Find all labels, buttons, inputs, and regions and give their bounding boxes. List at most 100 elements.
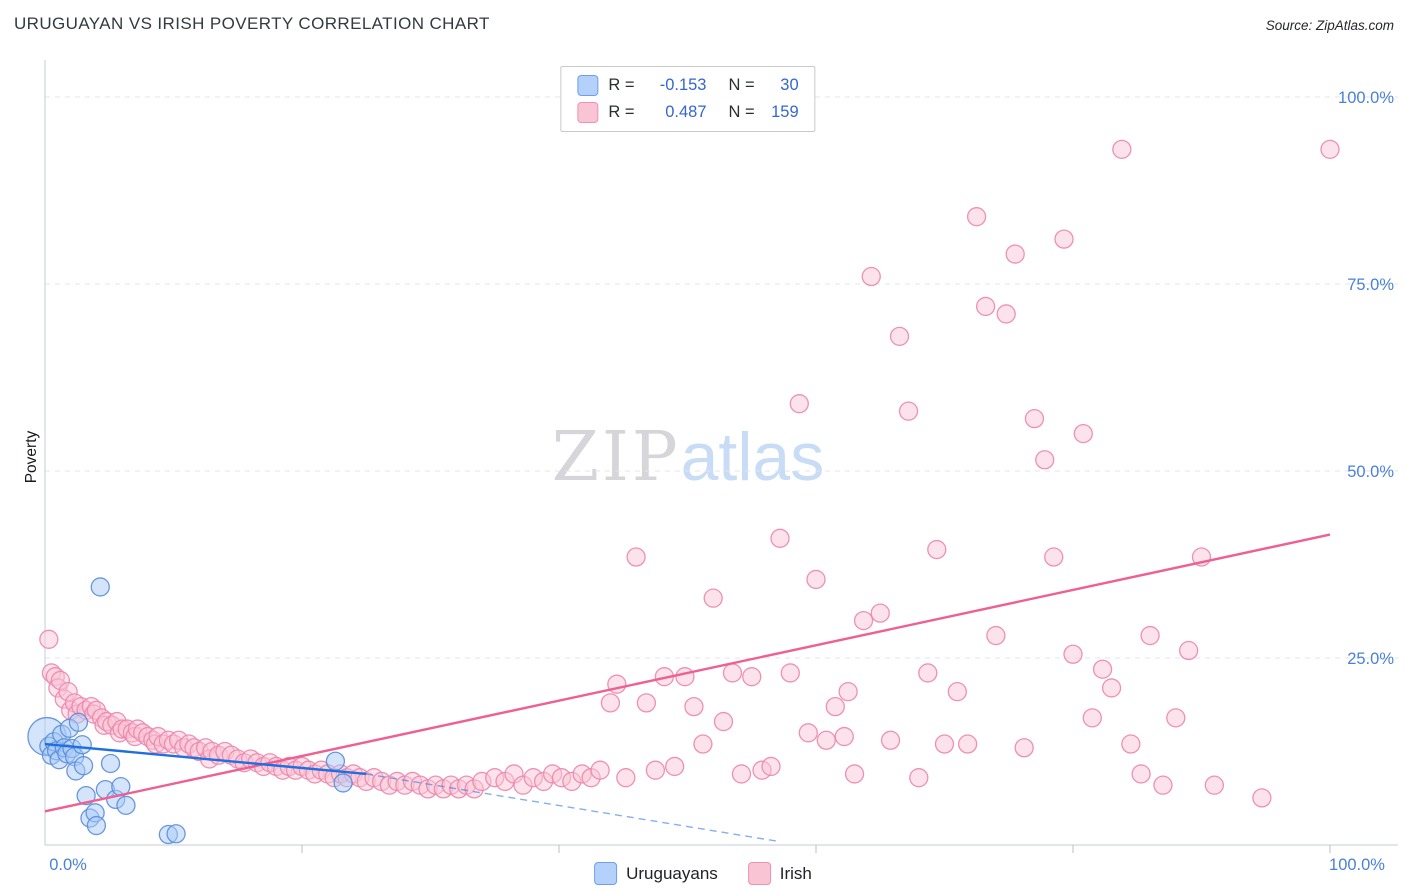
point-uruguayans (68, 712, 89, 732)
point-irish (1153, 775, 1173, 795)
point-irish (1179, 640, 1199, 661)
point-irish (909, 768, 929, 788)
point-irish (996, 304, 1016, 324)
point-irish (626, 547, 646, 567)
point-irish (1204, 775, 1224, 795)
legend-label-irish: Irish (779, 863, 812, 883)
n-value-irish: 159 (771, 103, 799, 121)
point-irish (675, 667, 695, 687)
source-link[interactable]: Source: ZipAtlas.com (1265, 18, 1394, 33)
series-legend: Uruguayans Irish (594, 862, 812, 885)
point-irish (880, 730, 901, 750)
point-irish (838, 682, 858, 702)
n-value-uruguayans: 30 (780, 76, 799, 94)
point-uruguayans (86, 815, 107, 836)
point-irish (636, 693, 657, 713)
legend-row-uruguayans: R = -0.153 N = 30 (577, 75, 799, 96)
point-irish (703, 588, 723, 608)
x-axis-max-label: 100.0% (1329, 856, 1385, 874)
point-irish (1320, 139, 1340, 160)
correlation-legend: R = -0.153 N = 30 R = 0.487 N = 159 (560, 66, 816, 132)
point-irish (966, 207, 987, 227)
irish-swatch (747, 862, 771, 885)
point-irish (1092, 659, 1113, 679)
point-irish (870, 603, 890, 623)
point-irish (798, 723, 818, 743)
point-irish (816, 730, 836, 750)
point-irish (693, 734, 713, 754)
point-irish (1073, 423, 1093, 444)
trend-line-extension-uruguayans (366, 773, 778, 842)
point-irish (1131, 764, 1151, 784)
r-value-irish: 0.487 (665, 103, 707, 121)
y-axis-tick-label: 75.0% (1347, 276, 1394, 294)
r-value-uruguayans: -0.153 (659, 76, 707, 94)
point-irish (1082, 708, 1102, 728)
point-uruguayans (72, 735, 92, 755)
point-irish (616, 768, 636, 788)
point-uruguayans (166, 824, 186, 844)
point-irish (1005, 244, 1025, 264)
point-irish (1121, 734, 1141, 754)
point-irish (1063, 644, 1083, 664)
point-irish (645, 760, 666, 780)
point-irish (1014, 738, 1034, 758)
point-irish (889, 326, 910, 347)
point-irish (1101, 678, 1122, 698)
y-axis-tick-label: 50.0% (1347, 463, 1394, 481)
point-uruguayans (325, 751, 346, 771)
point-irish (1112, 139, 1132, 160)
n-label: N = (728, 103, 755, 121)
point-irish (834, 726, 854, 747)
point-irish (684, 696, 704, 717)
point-irish (731, 764, 752, 784)
y-axis-tick-label: 100.0% (1338, 89, 1394, 107)
point-irish (722, 663, 743, 683)
point-irish (1166, 708, 1186, 728)
point-uruguayans (100, 753, 121, 774)
r-label: R = (608, 76, 635, 94)
point-irish (934, 734, 955, 754)
point-irish (39, 629, 59, 649)
point-irish (861, 266, 881, 287)
point-irish (957, 734, 978, 754)
legend-item-uruguayans: Uruguayans (594, 862, 718, 885)
r-label: R = (608, 103, 635, 121)
point-irish (986, 625, 1006, 646)
point-irish (825, 696, 845, 717)
point-irish (975, 296, 996, 317)
point-uruguayans (90, 577, 110, 597)
point-irish (789, 394, 809, 414)
point-irish (780, 663, 800, 683)
legend-item-irish: Irish (747, 862, 812, 885)
legend-row-irish: R = 0.487 N = 159 (577, 102, 799, 123)
trend-line-uruguayans (44, 742, 367, 776)
point-irish (1035, 450, 1055, 470)
point-irish (761, 756, 781, 777)
point-irish (1054, 229, 1074, 249)
chart-title: URUGUAYAN VS IRISH POVERTY CORRELATION C… (14, 14, 490, 33)
point-irish (713, 711, 734, 732)
point-irish (1140, 625, 1160, 646)
point-irish (853, 610, 874, 631)
y-axis-title: Poverty (23, 430, 40, 484)
uruguayans-swatch (577, 75, 599, 96)
point-irish (806, 569, 826, 590)
point-irish (844, 764, 865, 784)
legend-label-uruguayans: Uruguayans (626, 863, 718, 883)
point-irish (590, 760, 610, 780)
point-irish (898, 401, 919, 421)
uruguayans-swatch (594, 862, 618, 885)
point-uruguayans (73, 756, 94, 776)
point-irish (918, 663, 938, 683)
point-uruguayans (76, 785, 96, 806)
n-label: N = (728, 76, 755, 94)
x-axis-min-label: 0.0% (49, 856, 87, 874)
point-uruguayans (333, 773, 353, 793)
point-uruguayans (116, 795, 136, 816)
y-axis-tick-label: 25.0% (1347, 650, 1394, 668)
point-irish (927, 539, 947, 560)
irish-swatch (577, 102, 599, 123)
